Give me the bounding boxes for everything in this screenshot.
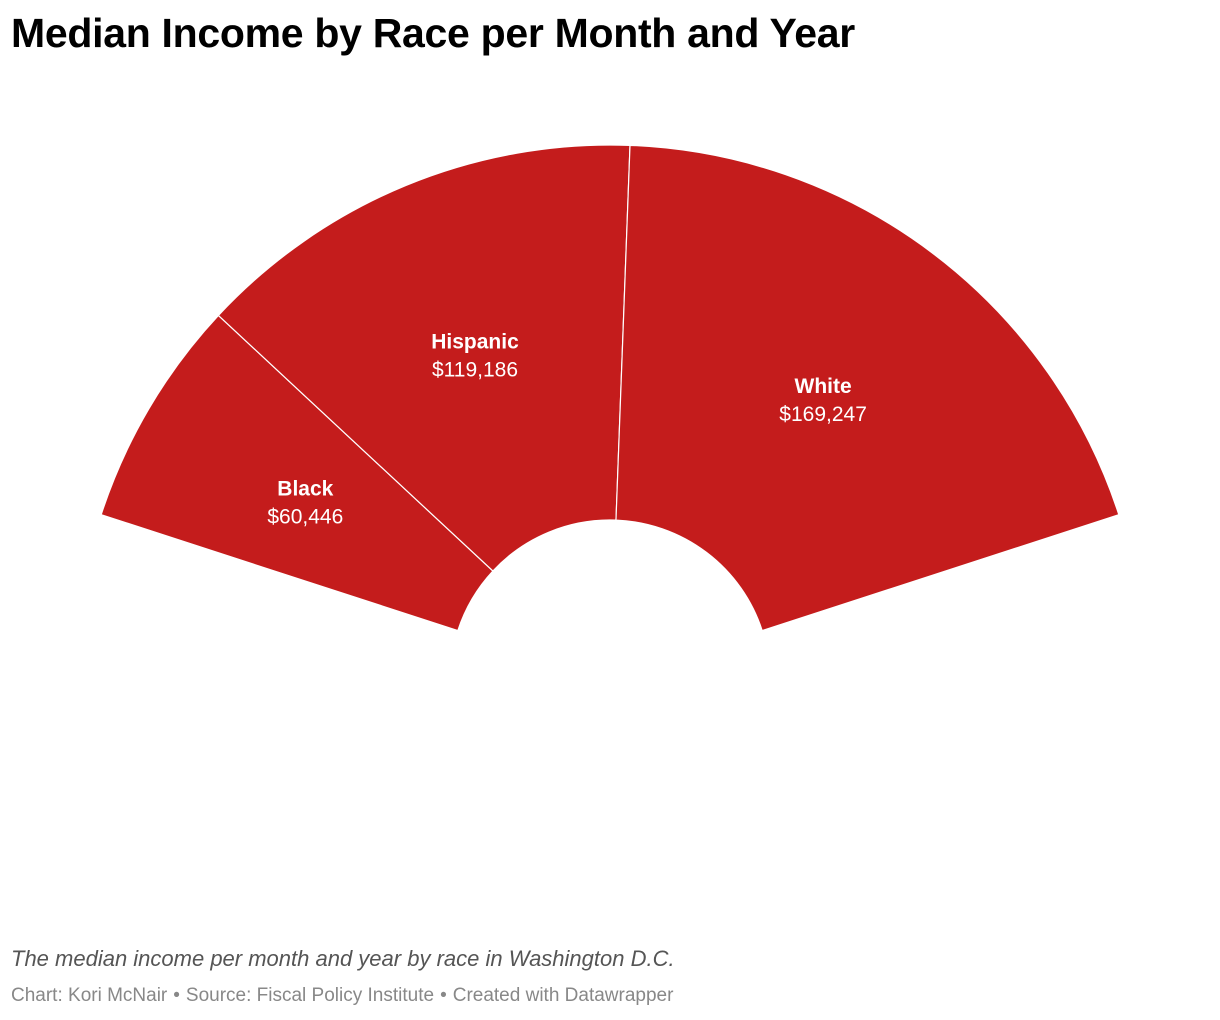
slice-label-black: Black — [277, 478, 333, 501]
slices-layer — [100, 144, 1120, 632]
chart-description: The median income per month and year by … — [11, 946, 675, 971]
footer-separator: • — [173, 985, 180, 1006]
source-credit: Source: Fiscal Policy Institute — [185, 985, 435, 1006]
slice-label-white: White — [795, 375, 852, 398]
footer-separator: • — [440, 985, 447, 1006]
chart-credit: Chart: Kori McNair — [11, 985, 168, 1006]
slice-value-white: $169,247 — [779, 403, 867, 426]
slice-hispanic[interactable] — [217, 144, 631, 572]
slice-value-hispanic: $119,186 — [432, 358, 518, 381]
chart-title: Median Income by Race per Month and Year — [11, 10, 855, 56]
slice-label-hispanic: Hispanic — [431, 330, 519, 353]
slice-white[interactable] — [615, 144, 1120, 632]
chart-footer: Chart: Kori McNair • Source: Fiscal Policy… — [11, 985, 673, 1007]
created-with-credit: Created with Datawrapper — [452, 985, 674, 1006]
slice-black[interactable] — [100, 314, 494, 632]
slice-value-black: $60,446 — [267, 506, 343, 529]
labels-layer: Black $60,446 Hispanic $119,186 White $169,24… — [267, 330, 867, 528]
